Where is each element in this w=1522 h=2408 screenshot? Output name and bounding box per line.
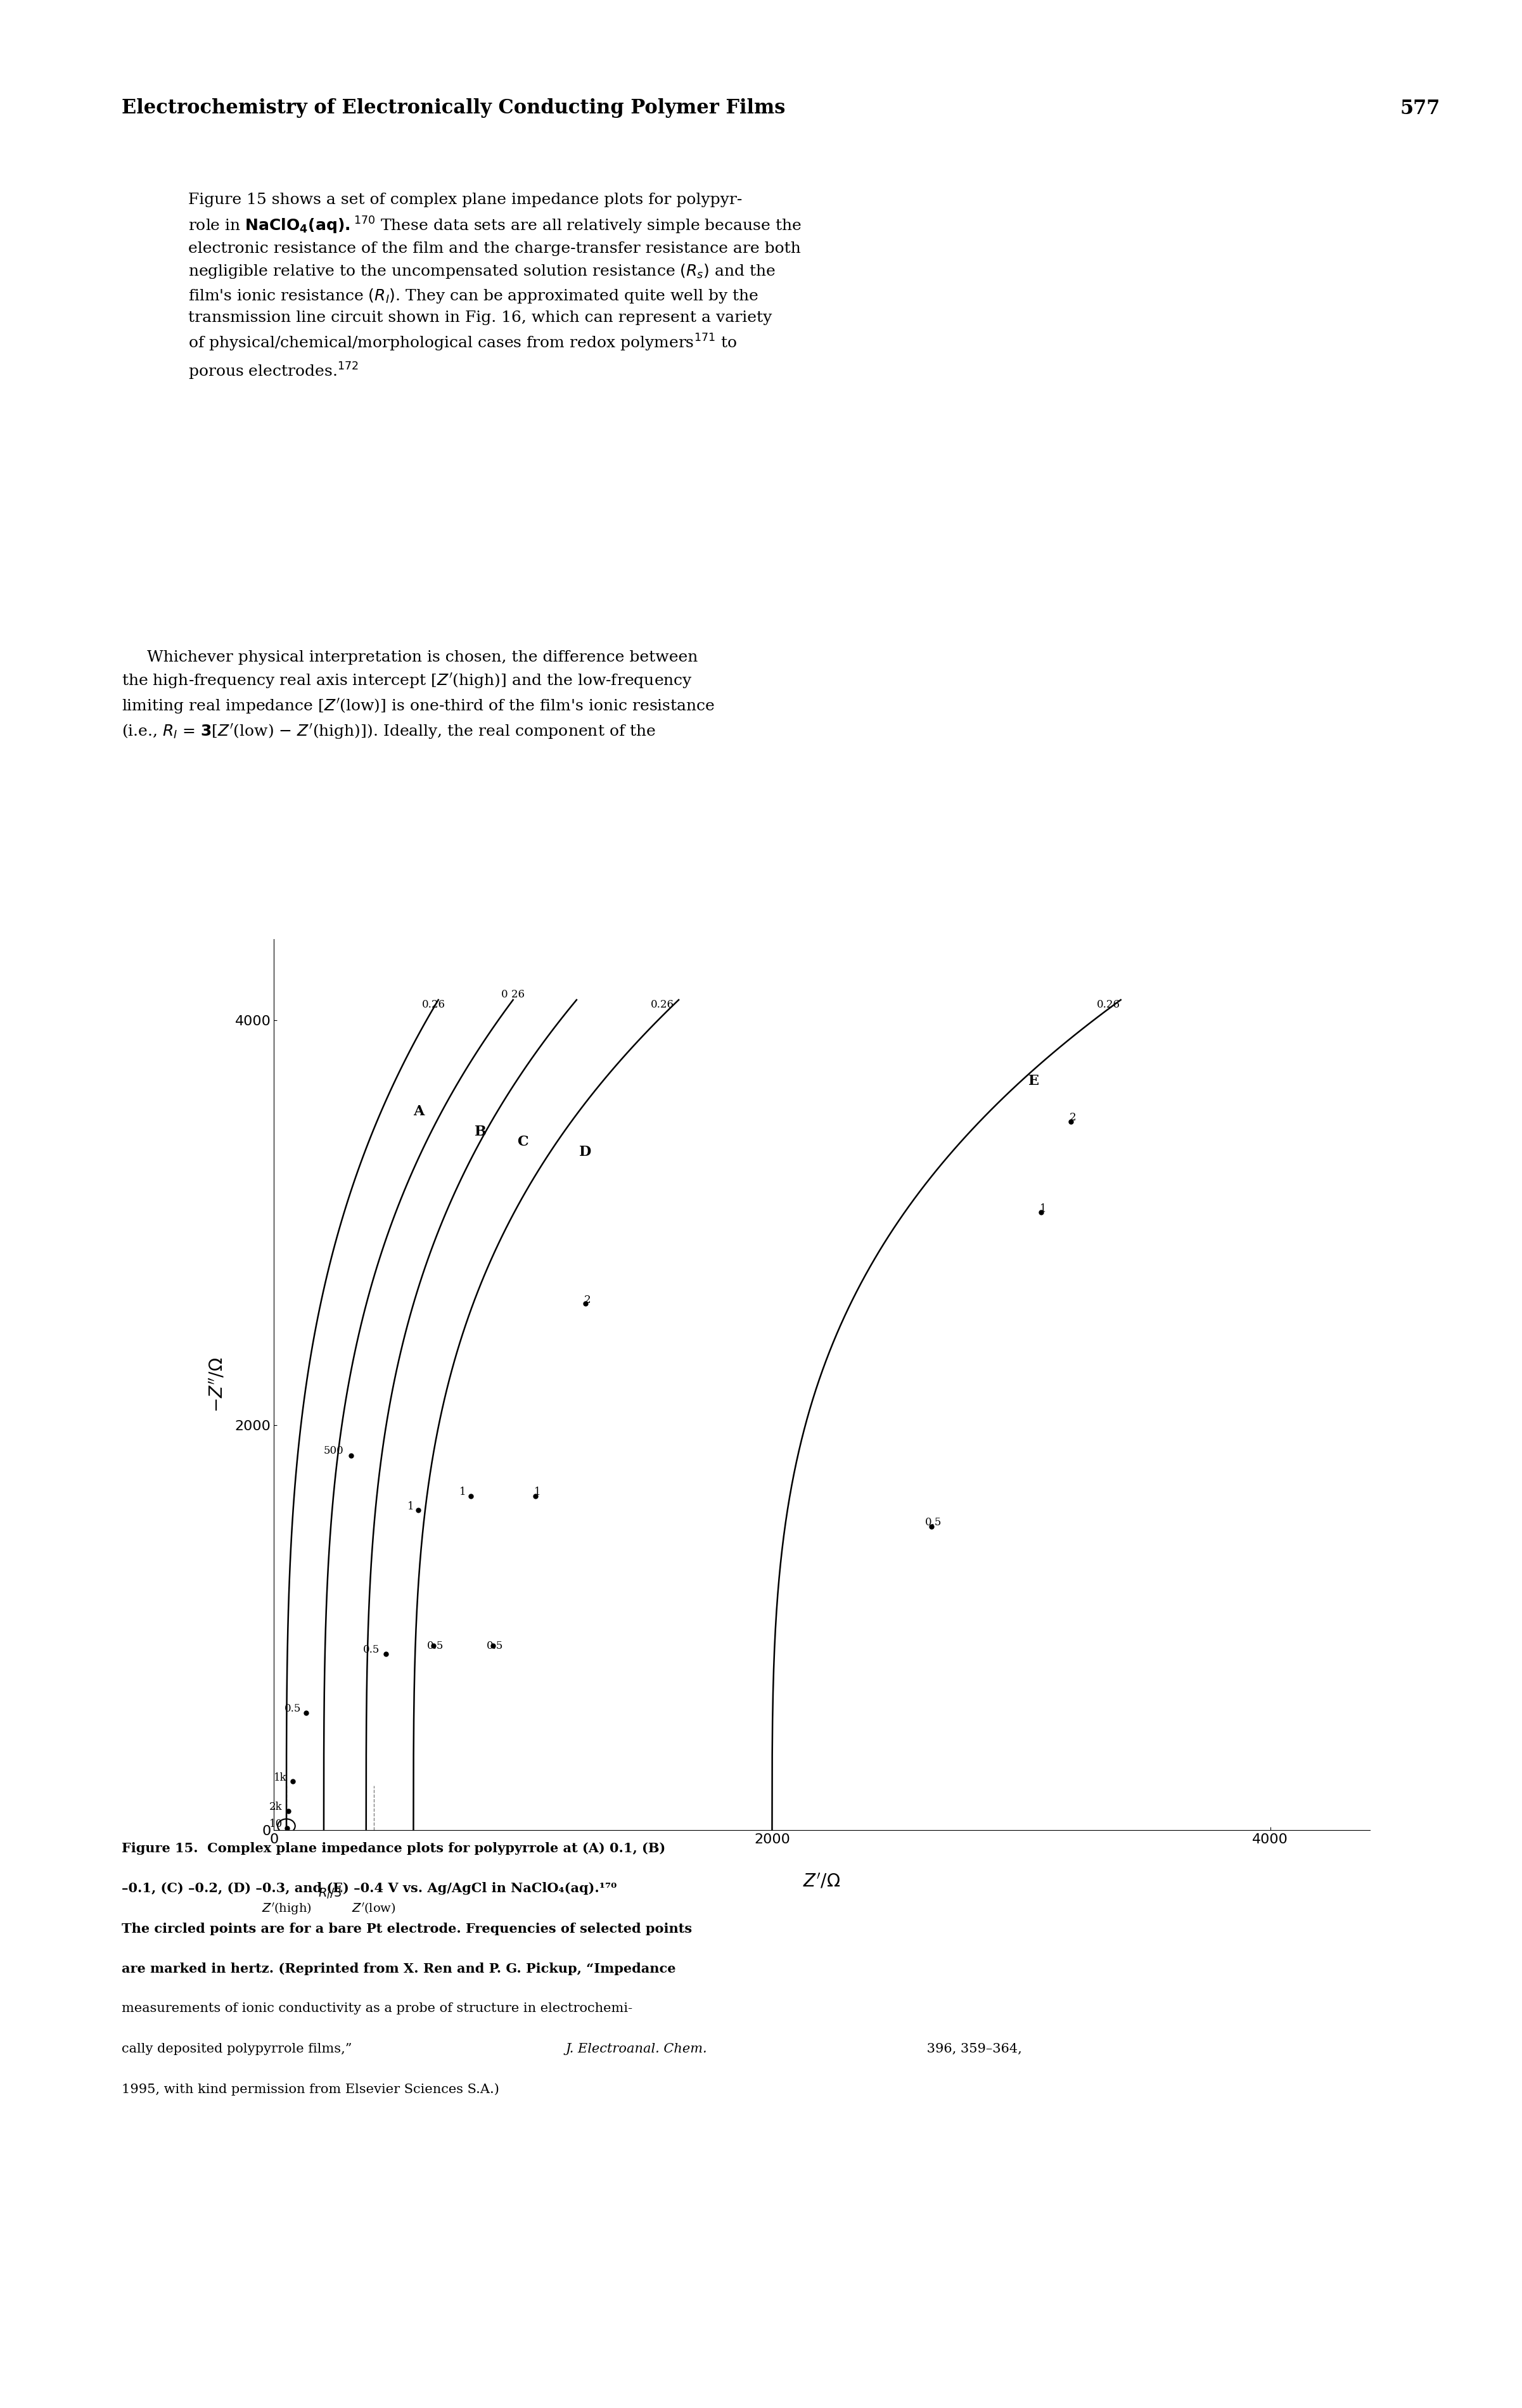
Text: 0.26: 0.26	[422, 999, 444, 1009]
Text: 0.5: 0.5	[925, 1517, 942, 1527]
Text: Electrochemistry of Electronically Conducting Polymer Films: Electrochemistry of Electronically Condu…	[122, 99, 785, 118]
Text: 0.5: 0.5	[428, 1640, 444, 1652]
Text: 0 26: 0 26	[501, 990, 525, 999]
Text: 1995, with kind permission from Elsevier Sciences S.A.): 1995, with kind permission from Elsevier…	[122, 2083, 499, 2095]
Text: 1: 1	[1040, 1204, 1047, 1214]
Text: A: A	[412, 1105, 425, 1117]
X-axis label: $Z'/\Omega$: $Z'/\Omega$	[804, 1873, 840, 1890]
Text: 2k: 2k	[269, 1801, 282, 1813]
Text: 0.5: 0.5	[364, 1645, 380, 1654]
Text: 1k: 1k	[274, 1772, 286, 1782]
Text: 1: 1	[534, 1486, 540, 1498]
Text: The circled points are for a bare Pt electrode. Frequencies of selected points: The circled points are for a bare Pt ele…	[122, 1922, 693, 1936]
Text: E: E	[1029, 1074, 1040, 1088]
Text: 2: 2	[1070, 1112, 1076, 1122]
Text: –0.1, (C) –0.2, (D) –0.3, and (E) –0.4 V vs. Ag/AgCl in NaClO₄(aq).¹⁷⁰: –0.1, (C) –0.2, (D) –0.3, and (E) –0.4 V…	[122, 1883, 616, 1895]
Text: 500: 500	[324, 1445, 344, 1457]
Text: $Z'$(low): $Z'$(low)	[352, 1900, 396, 1914]
Text: J. Electroanal. Chem.: J. Electroanal. Chem.	[565, 2042, 708, 2054]
Text: are marked in hertz. (Reprinted from X. Ren and P. G. Pickup, “Impedance: are marked in hertz. (Reprinted from X. …	[122, 1963, 676, 1975]
Y-axis label: $-Z''/\Omega$: $-Z''/\Omega$	[209, 1358, 227, 1411]
Text: 10: 10	[269, 1818, 283, 1830]
Text: $Z'$(high): $Z'$(high)	[262, 1900, 312, 1917]
Text: 396, 359–364,: 396, 359–364,	[922, 2042, 1023, 2054]
Text: Figure 15 shows a set of complex plane impedance plots for polypyr-
role in $\ma: Figure 15 shows a set of complex plane i…	[189, 193, 801, 380]
Text: cally deposited polypyrrole films,”: cally deposited polypyrrole films,”	[122, 2042, 356, 2054]
Text: B: B	[475, 1125, 487, 1139]
Text: 577: 577	[1400, 99, 1440, 118]
Text: C: C	[517, 1134, 528, 1149]
Text: 1: 1	[460, 1486, 466, 1498]
Text: D: D	[580, 1144, 592, 1158]
Text: 0.5: 0.5	[285, 1702, 301, 1714]
Text: 0.26: 0.26	[1096, 999, 1120, 1009]
Text: Figure 15.  Complex plane impedance plots for polypyrrole at (A) 0.1, (B): Figure 15. Complex plane impedance plots…	[122, 1842, 665, 1854]
Text: 0.26: 0.26	[651, 999, 674, 1009]
Text: 1: 1	[408, 1500, 414, 1512]
Text: 2: 2	[584, 1296, 591, 1305]
Text: 0.5: 0.5	[487, 1640, 504, 1652]
Text: measurements of ionic conductivity as a probe of structure in electrochemi-: measurements of ionic conductivity as a …	[122, 2003, 633, 2015]
Text: Whichever physical interpretation is chosen, the difference between
the high-fre: Whichever physical interpretation is cho…	[122, 650, 715, 742]
Text: $R_I/3$: $R_I/3$	[318, 1888, 342, 1900]
